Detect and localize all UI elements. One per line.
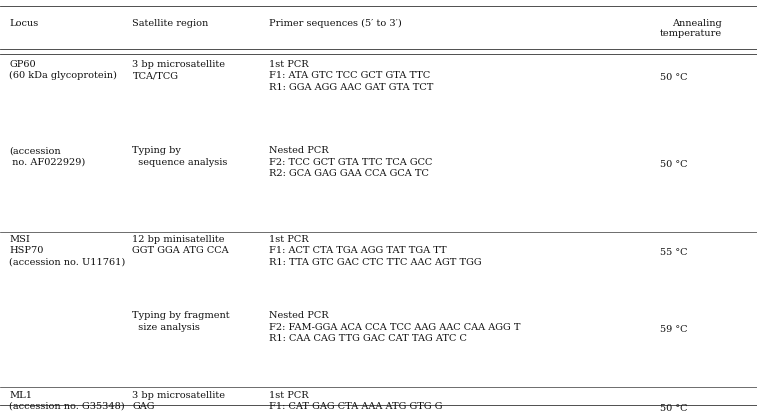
Text: 59 °C: 59 °C bbox=[660, 325, 687, 334]
Text: 1st PCR
F1: CAT GAG CTA AAA ATG GTG G
R1: CAA CAA AAT CTA TAT CCT C: 1st PCR F1: CAT GAG CTA AAA ATG GTG G R1… bbox=[269, 391, 442, 412]
Text: MSI
HSP70
(accession no. U11761): MSI HSP70 (accession no. U11761) bbox=[9, 235, 126, 267]
Text: Primer sequences (5′ to 3′): Primer sequences (5′ to 3′) bbox=[269, 19, 401, 28]
Text: Typing by
  sequence analysis: Typing by sequence analysis bbox=[132, 146, 228, 167]
Text: 1st PCR
F1: ATA GTC TCC GCT GTA TTC
R1: GGA AGG AAC GAT GTA TCT: 1st PCR F1: ATA GTC TCC GCT GTA TTC R1: … bbox=[269, 60, 433, 91]
Text: 50 °C: 50 °C bbox=[660, 73, 687, 82]
Text: GP60
(60 kDa glycoprotein): GP60 (60 kDa glycoprotein) bbox=[9, 60, 117, 80]
Text: 3 bp microsatellite
TCA/TCG: 3 bp microsatellite TCA/TCG bbox=[132, 60, 226, 80]
Text: Typing by fragment
  size analysis: Typing by fragment size analysis bbox=[132, 311, 230, 332]
Text: Locus: Locus bbox=[9, 19, 39, 28]
Text: 1st PCR
F1: ACT CTA TGA AGG TAT TGA TT
R1: TTA GTC GAC CTC TTC AAC AGT TGG: 1st PCR F1: ACT CTA TGA AGG TAT TGA TT R… bbox=[269, 235, 481, 267]
Text: Annealing
temperature: Annealing temperature bbox=[660, 19, 722, 38]
Text: ML1
(accession no. G35348): ML1 (accession no. G35348) bbox=[9, 391, 125, 411]
Text: Nested PCR
F2: TCC GCT GTA TTC TCA GCC
R2: GCA GAG GAA CCA GCA TC: Nested PCR F2: TCC GCT GTA TTC TCA GCC R… bbox=[269, 146, 432, 178]
Text: (accession
 no. AF022929): (accession no. AF022929) bbox=[9, 146, 86, 167]
Text: 12 bp minisatellite
GGT GGA ATG CCA: 12 bp minisatellite GGT GGA ATG CCA bbox=[132, 235, 229, 255]
Text: Nested PCR
F2: FAM-GGA ACA CCA TCC AAG AAC CAA AGG T
R1: CAA CAG TTG GAC CAT TAG: Nested PCR F2: FAM-GGA ACA CCA TCC AAG A… bbox=[269, 311, 520, 343]
Text: 3 bp microsatellite
GAG: 3 bp microsatellite GAG bbox=[132, 391, 226, 411]
Text: 55 °C: 55 °C bbox=[660, 248, 687, 258]
Text: 50 °C: 50 °C bbox=[660, 404, 687, 412]
Text: 50 °C: 50 °C bbox=[660, 160, 687, 169]
Text: Satellite region: Satellite region bbox=[132, 19, 209, 28]
